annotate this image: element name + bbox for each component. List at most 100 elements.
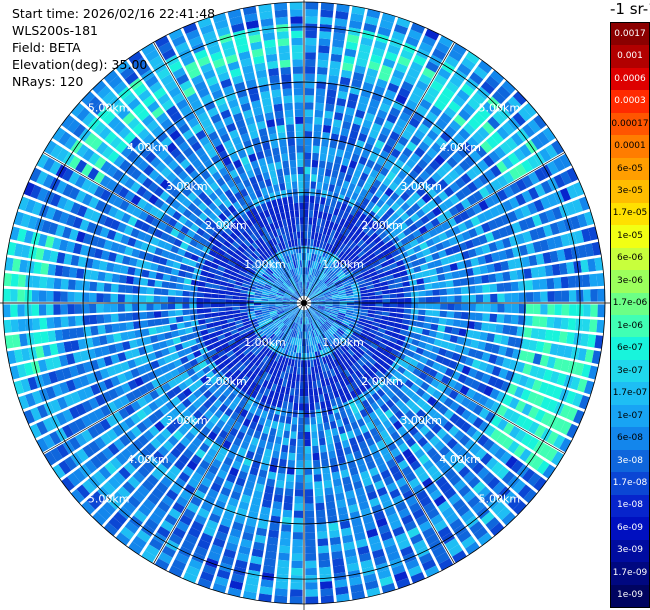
- range-gate-cell: [507, 152, 520, 166]
- range-gate-cell: [438, 190, 449, 202]
- range-gate-cell: [312, 314, 318, 321]
- range-gate-cell: [290, 285, 296, 292]
- range-gate-cell: [229, 342, 238, 350]
- range-gate-cell: [314, 312, 321, 318]
- range-gate-cell: [132, 285, 140, 294]
- range-gate-cell: [462, 490, 476, 503]
- range-gate-cell: [196, 303, 204, 309]
- range-gate-cell: [279, 59, 291, 68]
- range-gate-cell: [133, 321, 142, 330]
- range-gate-cell: [387, 279, 395, 285]
- range-gate-cell: [345, 41, 358, 51]
- range-gate-cell: [434, 154, 446, 166]
- range-gate-cell: [348, 399, 356, 408]
- range-gate-cell: [344, 257, 352, 265]
- range-gate-cell: [353, 116, 363, 126]
- range-gate-cell: [239, 309, 248, 313]
- range-gate-cell: [82, 444, 95, 458]
- range-gate-cell: [273, 103, 283, 112]
- range-gate-cell: [366, 316, 374, 322]
- range-gate-cell: [294, 388, 300, 396]
- range-gate-cell: [357, 132, 368, 143]
- range-gate-cell: [283, 167, 290, 176]
- range-gate-cell: [307, 231, 312, 239]
- range-gate-cell: [285, 117, 294, 125]
- range-gate-cell: [138, 504, 152, 517]
- range-gate-cell: [418, 225, 428, 235]
- range-gate-cell: [293, 292, 299, 299]
- range-gate-cell: [282, 300, 290, 303]
- range-gate-cell: [118, 274, 127, 284]
- range-gate-cell: [76, 268, 85, 279]
- range-gate-cell: [345, 144, 355, 153]
- range-gate-cell: [388, 181, 399, 192]
- range-gate-cell: [335, 319, 343, 325]
- range-gate-cell: [207, 327, 216, 334]
- range-gate-cell: [199, 442, 210, 453]
- range-gate-cell: [181, 257, 191, 265]
- range-gate-cell: [36, 170, 48, 186]
- range-gate-cell: [286, 380, 292, 388]
- range-gate-cell: [325, 198, 332, 206]
- range-gate-cell: [207, 488, 219, 499]
- range-gate-cell: [163, 372, 174, 382]
- range-gate-cell: [366, 460, 377, 470]
- range-gate-cell: [280, 451, 288, 460]
- range-gate-cell: [81, 400, 93, 413]
- range-gate-cell: [448, 49, 463, 62]
- range-gate-cell: [261, 305, 269, 308]
- range-gate-cell: [306, 309, 310, 317]
- range-gate-cell: [256, 341, 264, 349]
- range-gate-cell: [171, 559, 187, 571]
- range-gate-cell: [279, 52, 291, 61]
- range-gate-cell: [311, 373, 316, 382]
- range-gate-cell: [288, 203, 294, 211]
- range-gate-cell: [277, 378, 284, 386]
- range-gate-cell: [271, 420, 279, 430]
- range-gate-cell: [121, 341, 131, 351]
- range-gate-cell: [254, 307, 262, 311]
- range-gate-cell: [170, 330, 180, 338]
- range-gate-cell: [460, 396, 472, 408]
- range-gate-cell: [361, 364, 370, 372]
- range-gate-cell: [296, 224, 300, 232]
- range-gate-cell: [305, 546, 316, 554]
- range-gate-cell: [270, 313, 278, 318]
- range-gate-cell: [311, 167, 318, 175]
- ray: [6, 304, 297, 365]
- range-gate-cell: [358, 367, 366, 376]
- range-gate-cell: [226, 287, 234, 292]
- range-gate-cell: [539, 239, 550, 252]
- range-gate-cell: [231, 241, 240, 249]
- range-gate-cell: [512, 479, 526, 494]
- range-gate-cell: [379, 102, 391, 113]
- range-gate-cell: [275, 354, 281, 362]
- range-gate-cell: [340, 469, 350, 479]
- range-gate-cell: [566, 423, 579, 439]
- range-gate-cell: [349, 85, 361, 96]
- range-gate-cell: [180, 371, 190, 381]
- range-gate-cell: [240, 538, 253, 549]
- range-gate-cell: [232, 346, 240, 354]
- range-gate-cell: [75, 159, 87, 173]
- range-gate-cell: [387, 82, 400, 93]
- range-gate-cell: [253, 375, 261, 384]
- range-gate-cell: [583, 380, 595, 395]
- range-gate-cell: [280, 386, 286, 394]
- range-gate-cell: [406, 233, 416, 242]
- range-gate-cell: [124, 417, 136, 429]
- range-gate-cell: [317, 296, 325, 300]
- range-gate-cell: [322, 313, 329, 319]
- range-gate-cell: [521, 338, 531, 350]
- range-gate-cell: [357, 321, 366, 326]
- range-gate-cell: [304, 317, 307, 325]
- range-gate-cell: [290, 299, 298, 302]
- range-gate-cell: [264, 112, 274, 121]
- range-gate-cell: [42, 417, 55, 432]
- range-gate-cell: [247, 510, 259, 521]
- range-gate-cell: [300, 367, 304, 375]
- range-gate-cell: [348, 198, 356, 207]
- range-gate-cell: [99, 175, 112, 188]
- range-gate-cell: [23, 181, 35, 197]
